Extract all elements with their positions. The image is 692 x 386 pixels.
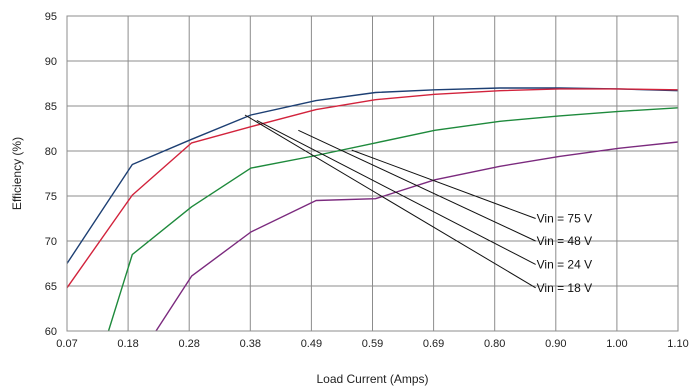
x-tick-label: 0.69 — [423, 338, 444, 350]
callouts: Vin = 75 V Vin = 48 V Vin = 24 V Vin = 18 V — [244, 114, 593, 295]
callout-leader-line — [298, 129, 536, 242]
plot-frame — [66, 15, 679, 332]
grid-lines — [67, 16, 678, 331]
x-tick-label: 1.10 — [667, 338, 688, 350]
x-tick-label: 0.07 — [56, 338, 77, 350]
callout-label: Vin = 18 V — [537, 281, 593, 295]
y-tick-label: 75 — [45, 191, 57, 203]
series-lines — [66, 87, 679, 332]
x-tick-label: 0.18 — [117, 338, 138, 350]
callout-label: Vin = 48 V — [537, 234, 593, 248]
series-line-18v — [155, 141, 679, 332]
y-tick-label: 65 — [45, 281, 57, 293]
x-tick-label: 0.28 — [178, 338, 199, 350]
callout-label: Vin = 24 V — [537, 257, 593, 271]
callout-leader-line — [244, 114, 536, 289]
callout-label: Vin = 75 V — [537, 212, 593, 226]
y-tick-label: 90 — [45, 56, 57, 68]
x-axis-title: Load Current (Amps) — [316, 372, 428, 386]
y-axis-title: Efficiency (%) — [10, 137, 24, 210]
callout-leader-line — [256, 119, 536, 265]
series-line-24v — [107, 107, 679, 332]
x-tick-label: 1.00 — [606, 338, 627, 350]
y-tick-label: 80 — [45, 146, 57, 158]
y-tick-label: 95 — [45, 11, 57, 23]
x-tick-label: 0.38 — [240, 338, 261, 350]
callout-leader-line — [351, 149, 536, 219]
x-tick-label: 0.59 — [362, 338, 383, 350]
x-tick-label: 0.90 — [545, 338, 566, 350]
y-tick-label: 85 — [45, 101, 57, 113]
y-tick-label: 60 — [45, 326, 57, 338]
series-line-48v — [66, 88, 679, 289]
y-tick-label: 70 — [45, 236, 57, 248]
x-tick-label: 0.80 — [484, 338, 505, 350]
tick-labels: 0.07 0.18 0.28 0.38 0.49 0.59 0.69 0.80 0.90 1.00… — [45, 11, 689, 350]
x-tick-label: 0.49 — [301, 338, 322, 350]
